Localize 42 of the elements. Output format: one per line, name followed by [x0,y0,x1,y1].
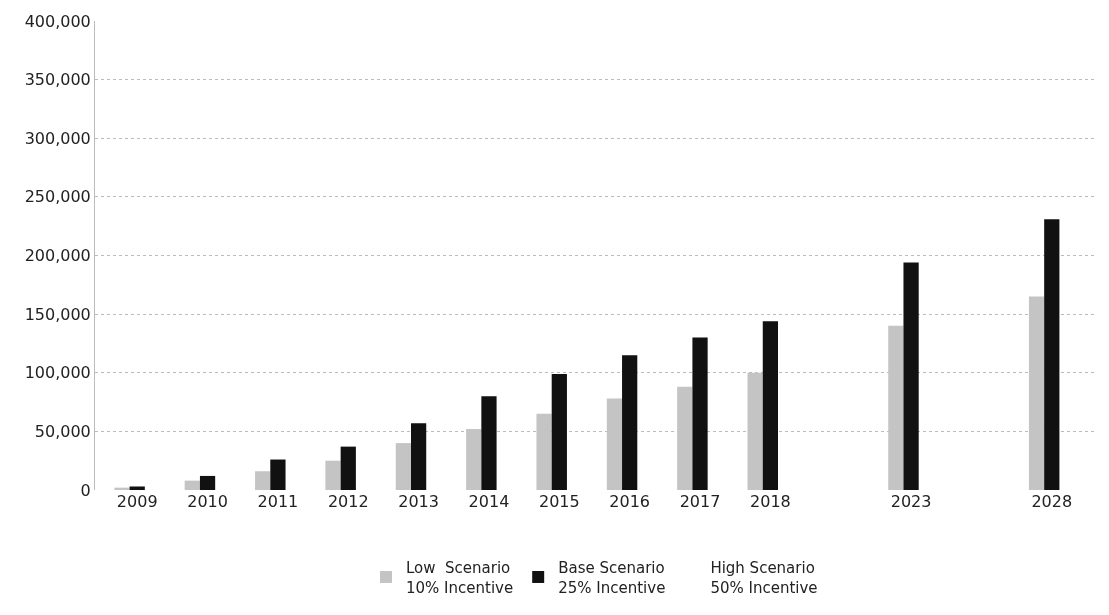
x-tick-label: 2018 [750,492,791,511]
bar [199,475,216,490]
y-tick-label: 250,000 [24,187,91,207]
x-tick-label: 2028 [1031,492,1073,511]
legend-label: Low Scenario 10% Incentive [406,559,514,597]
bar [340,446,356,490]
x-tick-label: 2015 [538,492,580,511]
bar [551,373,567,490]
legend-label: Base Scenario 25% Incentive [558,559,666,597]
text: High Scenario 50% Incentive [710,559,818,597]
bar [762,321,778,490]
x-tick-label: 2010 [187,492,228,511]
x-tick-label: 2016 [609,492,651,511]
y-tick-label: 400,000 [24,11,91,31]
x-tick-label: 2023 [890,492,932,511]
y-tick-label: 200,000 [24,246,91,266]
bar [411,423,427,490]
y-tick-label: 350,000 [24,70,91,90]
bar [1044,219,1060,490]
x-tick-label: 2014 [468,492,510,511]
bar [184,480,200,490]
bar [255,471,271,490]
y-tick-label: 0 [80,480,91,500]
bar [903,262,919,490]
bar [395,443,411,490]
bar [481,396,497,490]
bar [677,386,693,490]
y-tick-label: 300,000 [24,128,91,148]
y-tick-label: 50,000 [34,421,91,441]
bar [622,355,638,490]
x-tick-label: 2009 [116,492,158,511]
x-tick-label: 2013 [398,492,439,511]
x-tick-label: 2011 [257,492,299,511]
x-tick-label: 2017 [679,492,721,511]
y-tick-label: 100,000 [24,363,91,383]
bar [325,460,341,490]
bar [270,459,286,490]
x-tick-label: 2012 [327,492,369,511]
bar [466,429,482,490]
bar [692,337,708,490]
bar [129,486,145,490]
y-tick-label: 150,000 [24,304,91,324]
